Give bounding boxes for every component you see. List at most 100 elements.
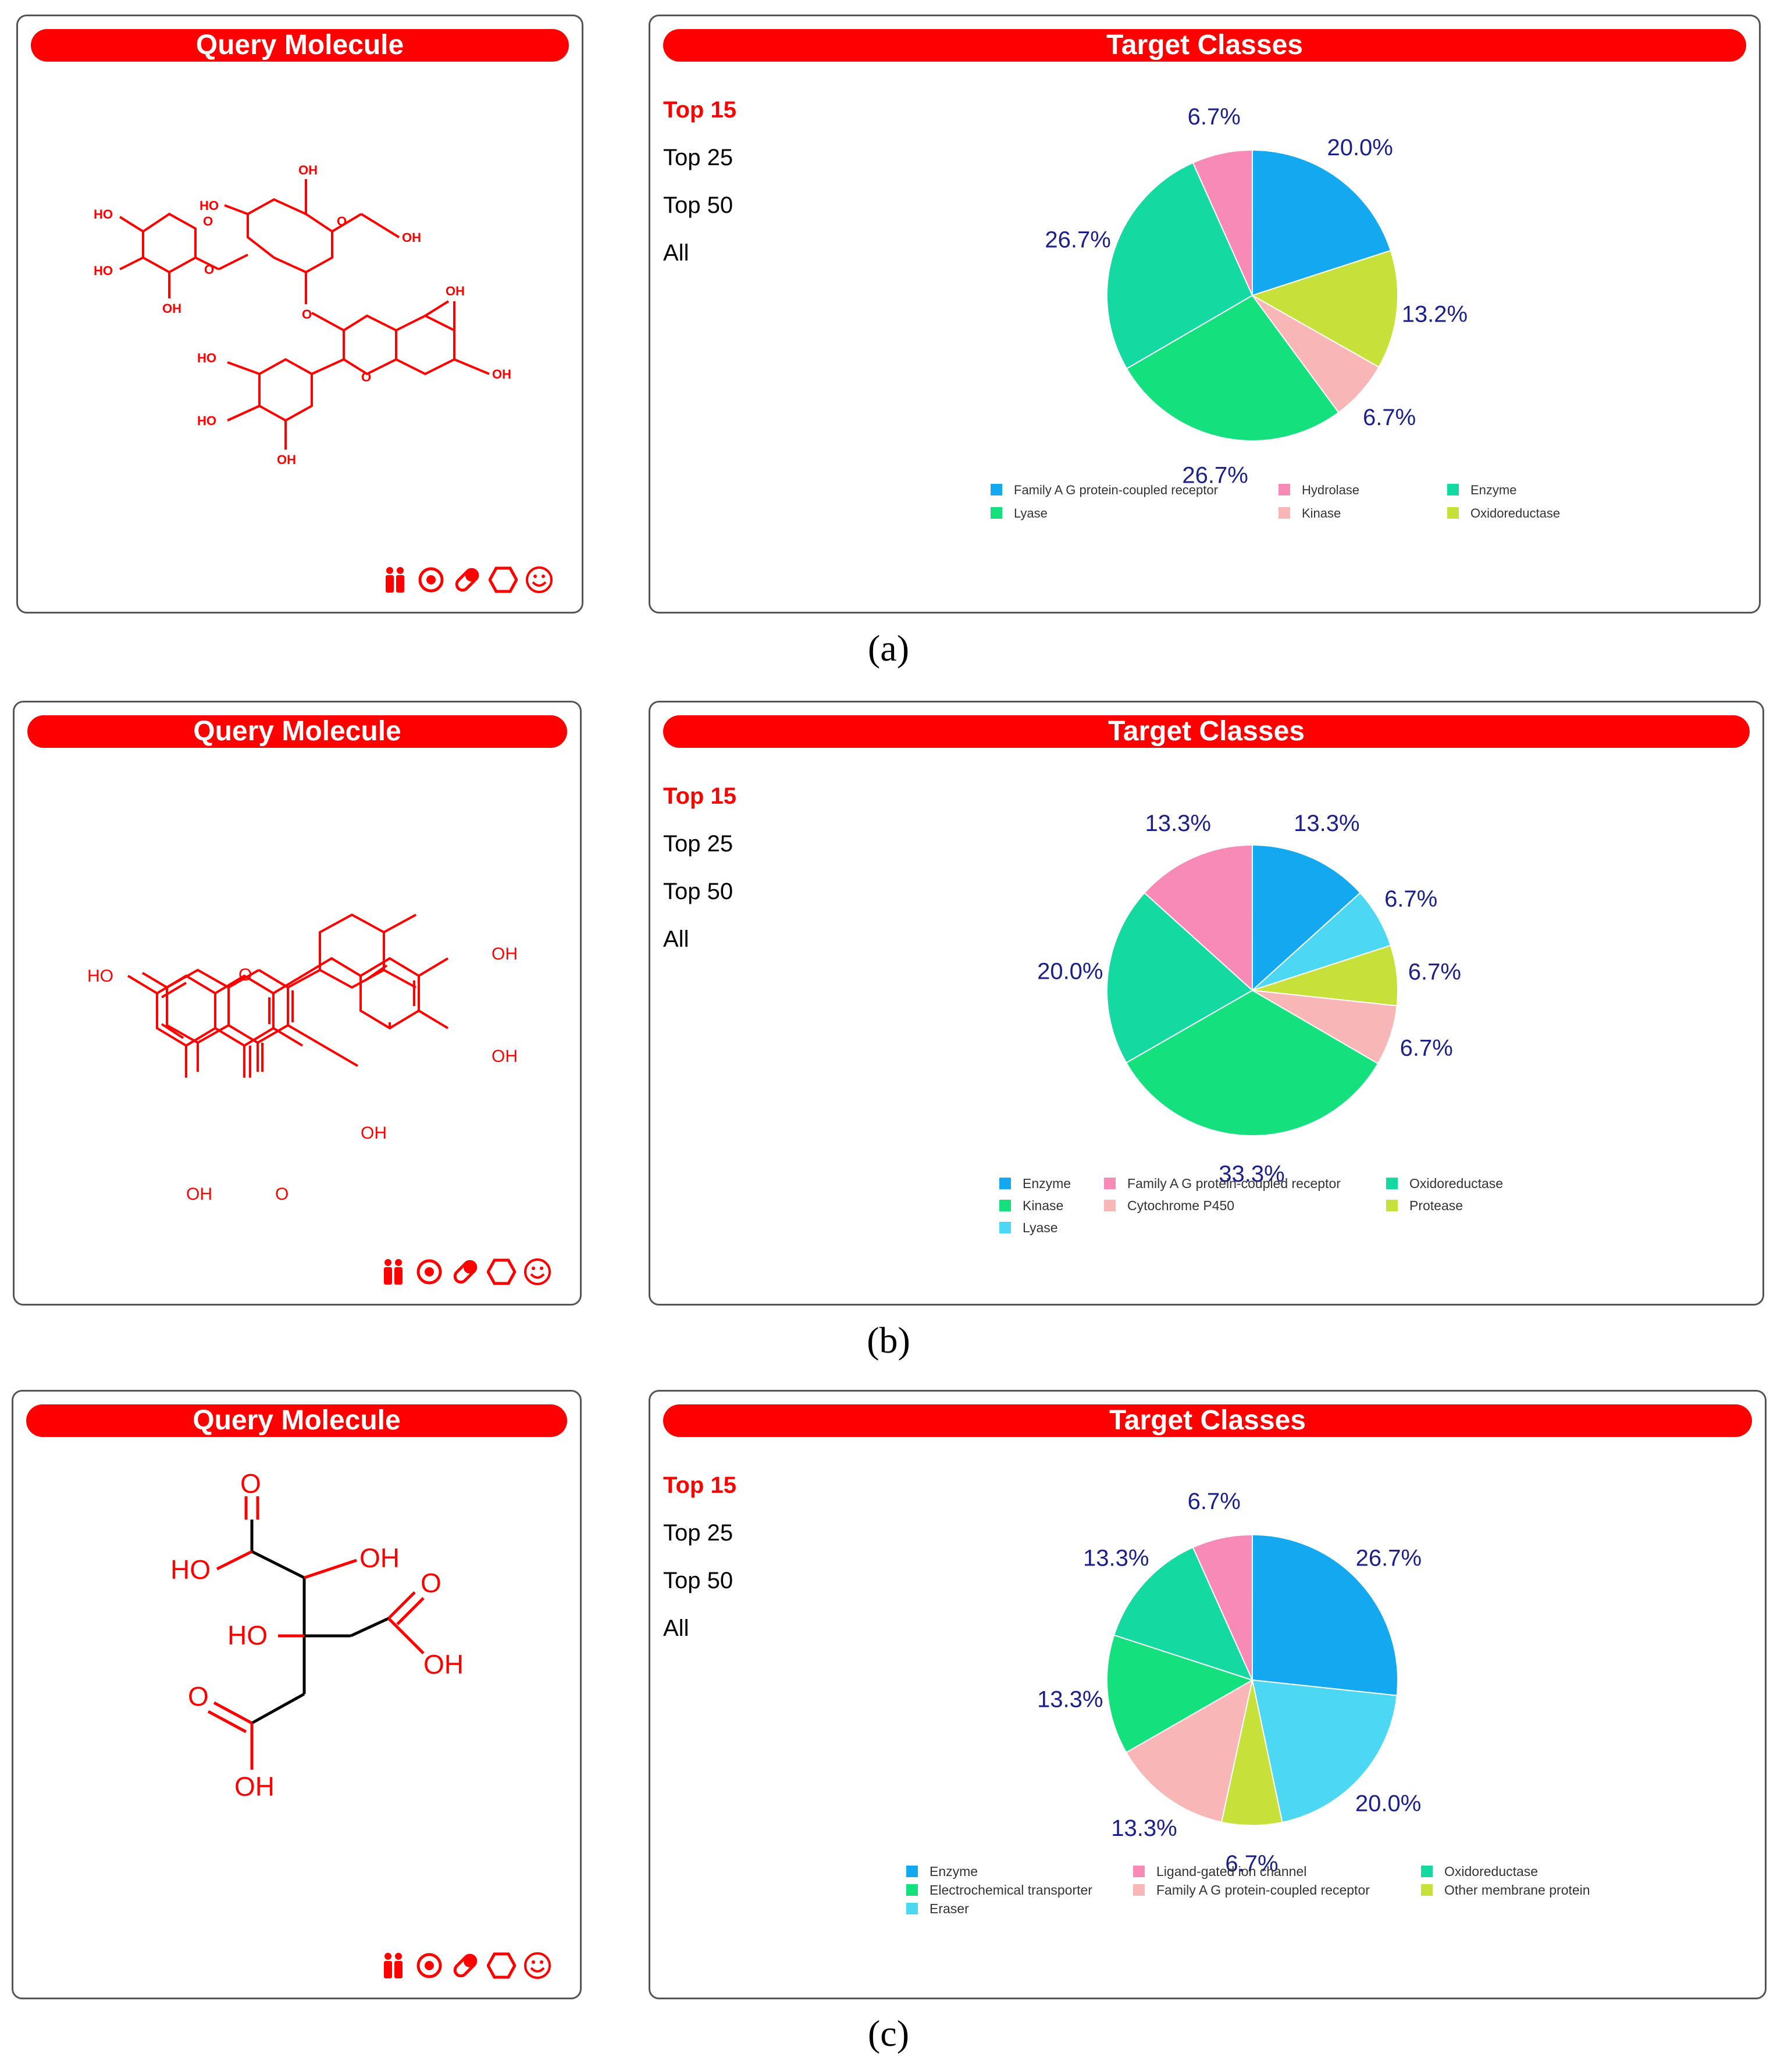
atom-label: OH bbox=[162, 301, 181, 316]
legend-label[interactable]: Family A G protein-coupled receptor bbox=[1014, 483, 1218, 497]
pill-icon[interactable] bbox=[451, 1951, 480, 1980]
molecule-structure-a: HO HO OH HO OH OH OH OH HO HO OH O O O O… bbox=[94, 163, 511, 467]
top-n-menu: Top 15 Top 25 Top 50 All bbox=[663, 781, 736, 972]
legend-label[interactable]: Enzyme bbox=[1470, 483, 1516, 497]
pie-slice[interactable] bbox=[1106, 162, 1253, 370]
pie-slice-label: 13.3% bbox=[1111, 1816, 1177, 1841]
atom-label: OH bbox=[359, 1543, 400, 1573]
legend-label[interactable]: Protease bbox=[1409, 1198, 1463, 1213]
legend-label[interactable]: Family A G protein-coupled receptor bbox=[1156, 1882, 1370, 1898]
menu-top-25[interactable]: Top 25 bbox=[663, 145, 733, 170]
pie-slice-label: 13.3% bbox=[1294, 811, 1359, 836]
atom-label: O bbox=[188, 1681, 209, 1711]
pie-slice[interactable] bbox=[1251, 844, 1361, 992]
legend-label[interactable]: Electrochemical transporter bbox=[930, 1882, 1092, 1898]
menu-top-25[interactable]: Top 25 bbox=[663, 831, 733, 857]
menu-top-15[interactable]: Top 15 bbox=[663, 1472, 736, 1498]
menu-all[interactable]: All bbox=[663, 240, 689, 266]
pie-slice[interactable] bbox=[1192, 149, 1253, 296]
pie-slice-label: 6.7% bbox=[1188, 1489, 1241, 1514]
pie-slice[interactable] bbox=[1251, 1534, 1398, 1696]
pie-slice[interactable] bbox=[1251, 149, 1392, 297]
pie-slice[interactable] bbox=[1144, 844, 1253, 992]
pie-slice[interactable] bbox=[1106, 1634, 1254, 1753]
atom-label: OH bbox=[492, 367, 511, 381]
menu-all[interactable]: All bbox=[663, 1615, 689, 1641]
target-icon[interactable] bbox=[415, 1951, 444, 1980]
legend-label[interactable]: Ligand-gated ion channel bbox=[1156, 1864, 1306, 1879]
people-icon[interactable] bbox=[379, 1951, 408, 1980]
legend-label[interactable]: Kinase bbox=[1302, 506, 1341, 520]
hexagon-icon[interactable] bbox=[487, 1951, 516, 1980]
target-classes-panel-a: Target Classes Top 15 Top 25 Top 50 All … bbox=[649, 15, 1761, 614]
legend-label[interactable]: Kinase bbox=[1023, 1198, 1063, 1213]
atom-label: OH bbox=[361, 1124, 387, 1143]
menu-top-50[interactable]: Top 50 bbox=[663, 879, 733, 904]
hexagon-icon[interactable] bbox=[489, 565, 518, 594]
pie-slice[interactable] bbox=[1126, 294, 1340, 441]
legend-label[interactable]: Other membrane protein bbox=[1444, 1882, 1590, 1898]
query-molecule-panel-b: Query Molecule HO O OH OH OH OH O bbox=[13, 701, 582, 1306]
pie-slice-label: 6.7% bbox=[1384, 886, 1437, 912]
pie-slice-label: 13.2% bbox=[1402, 302, 1468, 327]
top-n-menu: Top 15 Top 25 Top 50 All bbox=[663, 1470, 736, 1661]
people-icon[interactable] bbox=[379, 1257, 408, 1286]
atom-label: HO bbox=[170, 1554, 211, 1585]
target-classes-header: Target Classes bbox=[663, 715, 1750, 748]
caption-a: (a) bbox=[867, 627, 910, 669]
smiley-icon[interactable] bbox=[523, 1257, 552, 1286]
legend-label[interactable]: Oxidoreductase bbox=[1444, 1864, 1538, 1879]
legend-swatch bbox=[1386, 1178, 1398, 1189]
pie-slice[interactable] bbox=[1251, 249, 1398, 368]
atom-label: HO bbox=[200, 198, 219, 213]
menu-top-50[interactable]: Top 50 bbox=[663, 1568, 733, 1593]
pie-slice[interactable] bbox=[1113, 1546, 1253, 1681]
legend-label[interactable]: Enzyme bbox=[1023, 1176, 1071, 1191]
atom-label: HO bbox=[94, 263, 113, 278]
legend-swatch bbox=[906, 1903, 918, 1914]
pie-slice-label: 6.7% bbox=[1408, 959, 1461, 985]
legend-label[interactable]: Lyase bbox=[1014, 506, 1048, 520]
smiley-icon[interactable] bbox=[523, 1951, 552, 1980]
menu-top-15[interactable]: Top 15 bbox=[663, 97, 736, 123]
menu-top-15[interactable]: Top 15 bbox=[663, 783, 736, 809]
legend-label[interactable]: Cytochrome P450 bbox=[1127, 1198, 1234, 1213]
tool-icons bbox=[379, 1951, 552, 1980]
query-molecule-panel-c: Query Molecule O HO OH HO O OH bbox=[12, 1390, 582, 1999]
legend-label[interactable]: Eraser bbox=[930, 1901, 969, 1916]
legend-swatch bbox=[1447, 484, 1459, 495]
legend-swatch bbox=[906, 1884, 918, 1896]
target-icon[interactable] bbox=[416, 565, 446, 594]
pill-icon[interactable] bbox=[453, 565, 482, 594]
target-classes-header: Target Classes bbox=[663, 1404, 1752, 1437]
pie-slice[interactable] bbox=[1125, 1679, 1253, 1823]
menu-top-25[interactable]: Top 25 bbox=[663, 1520, 733, 1546]
legend-swatch bbox=[1133, 1866, 1145, 1877]
people-icon[interactable] bbox=[380, 565, 409, 594]
legend-label[interactable]: Hydrolase bbox=[1302, 483, 1359, 497]
legend-swatch bbox=[1279, 484, 1290, 495]
legend-swatch bbox=[991, 507, 1002, 519]
pie-slice-label: 26.7% bbox=[1182, 462, 1248, 488]
query-molecule-panel-a: Query Molecule HO HO OH bbox=[16, 15, 583, 614]
pie-slice-label: 13.3% bbox=[1145, 811, 1210, 836]
legend-swatch bbox=[1421, 1884, 1433, 1896]
target-icon[interactable] bbox=[415, 1257, 444, 1286]
pie-slice[interactable] bbox=[1192, 1534, 1253, 1681]
smiley-icon[interactable] bbox=[525, 565, 554, 594]
pie-slice[interactable] bbox=[1106, 891, 1253, 1064]
legend-label[interactable]: Oxidoreductase bbox=[1409, 1176, 1503, 1191]
hexagon-icon[interactable] bbox=[487, 1257, 516, 1286]
legend-swatch bbox=[1133, 1884, 1145, 1896]
pie-slice-label: 20.0% bbox=[1327, 135, 1393, 161]
legend-label[interactable]: Enzyme bbox=[930, 1864, 978, 1879]
pill-icon[interactable] bbox=[451, 1257, 480, 1286]
pie-slice-label: 26.7% bbox=[1045, 227, 1110, 253]
legend-label[interactable]: Lyase bbox=[1023, 1220, 1058, 1235]
legend-label[interactable]: Oxidoreductase bbox=[1470, 506, 1560, 520]
legend-label[interactable]: Family A G protein-coupled receptor bbox=[1127, 1176, 1341, 1191]
atom-label: OH bbox=[277, 452, 296, 467]
menu-top-50[interactable]: Top 50 bbox=[663, 192, 733, 218]
pie-slice[interactable] bbox=[1251, 1679, 1398, 1823]
menu-all[interactable]: All bbox=[663, 926, 689, 952]
